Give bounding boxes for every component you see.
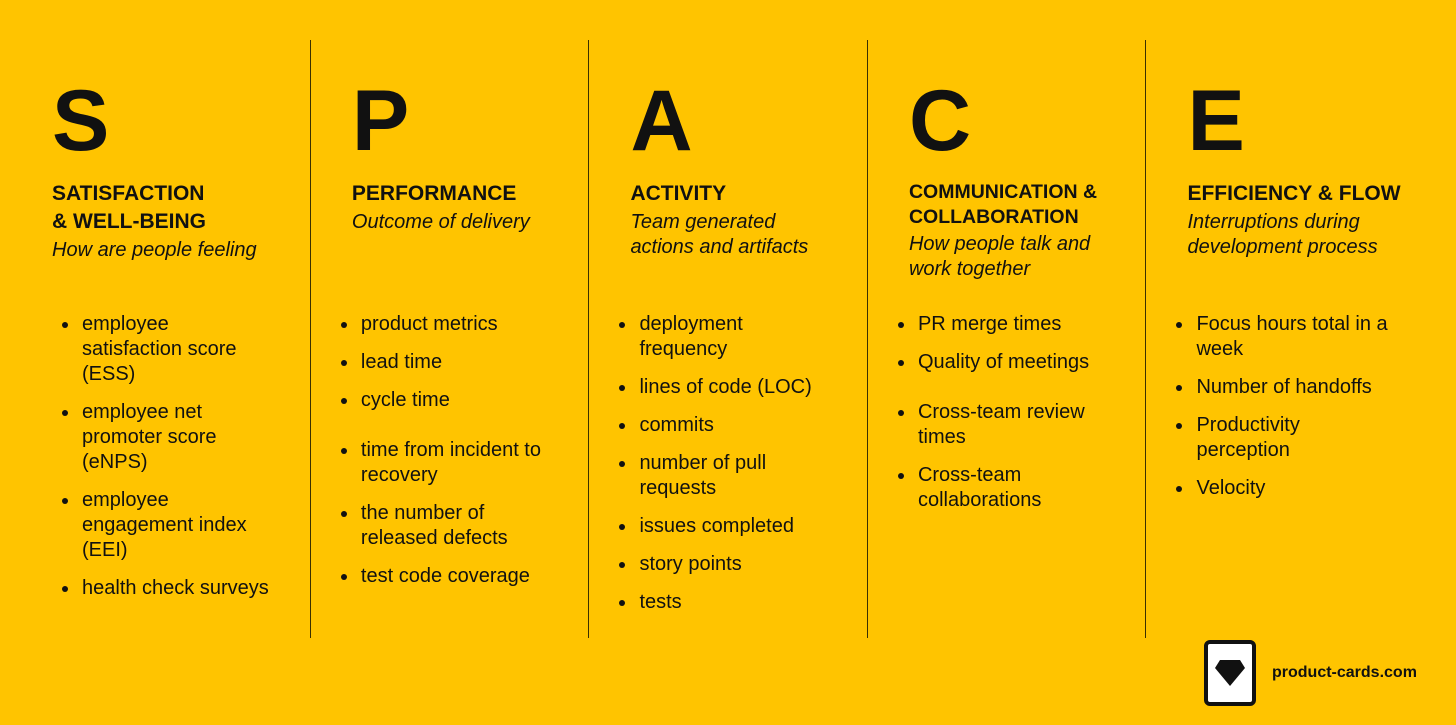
list-item: the number of released defects <box>331 501 541 551</box>
brand-name[interactable]: product-cards.com <box>1272 664 1417 681</box>
list-item: health check surveys <box>52 576 269 601</box>
column-efficiency: E EFFICIENCY & FLOW Interruptions during… <box>1145 40 1424 638</box>
column-letter: A <box>630 73 693 169</box>
list-item: Productivity perception <box>1166 413 1387 463</box>
brand-logo[interactable]: product-cards.com <box>1204 640 1417 706</box>
list-item: deployment frequency <box>609 312 811 362</box>
metric-list: employee satisfaction score (ESS) employ… <box>52 312 269 614</box>
column-title: PERFORMANCE <box>351 182 517 205</box>
list-item: PR merge times <box>888 312 1089 337</box>
list-item: Cross-team review times <box>888 400 1089 450</box>
column-title: SATISFACTION & WELL-BEING <box>52 182 206 233</box>
diamond-icon <box>1215 660 1245 686</box>
column-subtitle: Outcome of delivery <box>351 211 530 233</box>
space-framework: S SATISFACTION & WELL-BEING How are peop… <box>0 40 1424 638</box>
list-item: cycle time <box>331 388 541 413</box>
column-title: ACTIVITY <box>630 182 727 205</box>
column-communication: C COMMUNICATION & COLLABORATION How peop… <box>866 40 1146 638</box>
list-item: story points <box>609 552 811 577</box>
metric-list: product metrics lead time cycle time tim… <box>331 312 541 602</box>
list-item: Number of handoffs <box>1166 375 1387 400</box>
metric-list: PR merge times Quality of meetings Cross… <box>888 312 1089 526</box>
column-performance: P PERFORMANCE Outcome of delivery produc… <box>309 40 589 638</box>
column-satisfaction: S SATISFACTION & WELL-BEING How are peop… <box>0 40 310 638</box>
list-item: employee engagement index (EEI) <box>52 488 269 563</box>
list-item: lines of code (LOC) <box>609 375 812 400</box>
list-item: Velocity <box>1166 476 1387 501</box>
list-item: lead time <box>331 350 541 375</box>
column-subtitle: How are people feeling <box>52 239 257 261</box>
column-title: EFFICIENCY & FLOW <box>1187 182 1401 205</box>
diamond-card-icon <box>1204 640 1256 706</box>
list-item: product metrics <box>331 312 541 337</box>
list-item: number of pull requests <box>609 451 811 501</box>
list-item: employee net promoter score (eNPS) <box>52 400 269 475</box>
list-item: test code coverage <box>331 564 541 589</box>
metric-list: Focus hours total in a week Number of ha… <box>1166 312 1388 514</box>
column-title: COMMUNICATION & COLLABORATION <box>908 181 1098 228</box>
column-letter: P <box>351 73 410 169</box>
list-item: tests <box>609 590 811 615</box>
list-item: issues completed <box>609 514 811 539</box>
list-item: Focus hours total in a week <box>1166 312 1388 362</box>
metric-list: deployment frequency lines of code (LOC)… <box>609 312 812 628</box>
list-item: Quality of meetings <box>888 350 1089 375</box>
column-activity: A ACTIVITY Team generated actions and ar… <box>588 40 867 638</box>
list-item: Cross-team collaborations <box>888 463 1089 513</box>
column-letter: C <box>908 73 972 169</box>
list-item: employee satisfaction score (ESS) <box>52 312 269 387</box>
column-subtitle: How people talk and work together <box>908 233 1091 280</box>
list-item: time from incident to recovery <box>331 438 541 488</box>
column-letter: S <box>52 73 110 169</box>
list-item: commits <box>609 413 811 438</box>
column-subtitle: Team generated actions and artifacts <box>630 211 809 258</box>
column-subtitle: Interruptions during development process <box>1187 211 1378 258</box>
column-letter: E <box>1187 73 1245 169</box>
